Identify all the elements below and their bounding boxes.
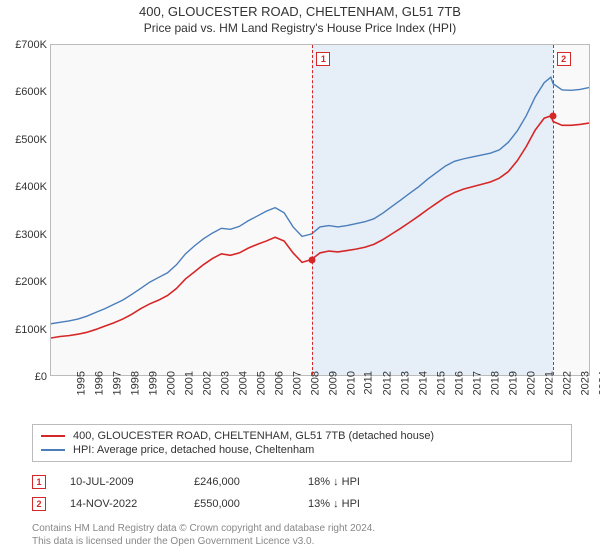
x-tick-label: 2005 <box>255 371 267 395</box>
event-vline <box>553 45 554 375</box>
x-tick-label: 2011 <box>363 371 375 395</box>
x-tick-label: 2000 <box>165 371 177 395</box>
x-tick-label: 2017 <box>471 371 483 395</box>
subtitle: Price paid vs. HM Land Registry's House … <box>0 19 600 35</box>
y-tick-label: £300K <box>3 229 47 241</box>
event-delta: 18% ↓ HPI <box>308 476 408 488</box>
legend-label: HPI: Average price, detached house, Chel… <box>73 444 314 456</box>
x-tick-label: 2015 <box>435 371 447 395</box>
y-tick-label: £600K <box>3 86 47 98</box>
legend-swatch <box>41 435 65 437</box>
x-tick-label: 2003 <box>219 371 231 395</box>
x-tick-label: 2008 <box>309 371 321 395</box>
chart-area: £0£100K£200K£300K£400K£500K£600K£700K199… <box>50 44 590 376</box>
x-tick-label: 2023 <box>579 371 591 395</box>
y-tick-label: £100K <box>3 324 47 336</box>
x-tick-label: 2004 <box>237 371 249 395</box>
event-price: £550,000 <box>194 498 284 510</box>
x-tick-label: 2022 <box>561 371 573 395</box>
event-delta: 13% ↓ HPI <box>308 498 408 510</box>
x-tick-label: 2021 <box>543 371 555 395</box>
chart-svg <box>51 45 589 376</box>
x-tick-label: 2007 <box>291 371 303 395</box>
x-tick-label: 2006 <box>273 371 285 395</box>
event-marker-box: 1 <box>316 52 330 66</box>
series-line <box>51 77 589 324</box>
y-tick-label: £400K <box>3 181 47 193</box>
event-marker: 2 <box>32 497 46 511</box>
x-tick-label: 2009 <box>327 371 339 395</box>
header: 400, GLOUCESTER ROAD, CHELTENHAM, GL51 7… <box>0 0 600 35</box>
x-tick-label: 1995 <box>75 371 87 395</box>
x-tick-label: 2012 <box>381 371 393 395</box>
figure: 400, GLOUCESTER ROAD, CHELTENHAM, GL51 7… <box>0 0 600 560</box>
x-tick-label: 2018 <box>489 371 501 395</box>
legend: 400, GLOUCESTER ROAD, CHELTENHAM, GL51 7… <box>32 424 572 462</box>
y-tick-label: £200K <box>3 276 47 288</box>
event-vline <box>312 45 313 375</box>
x-tick-label: 2019 <box>507 371 519 395</box>
event-date: 10-JUL-2009 <box>70 476 170 488</box>
event-point <box>549 113 556 120</box>
x-tick-label: 2010 <box>345 371 357 395</box>
legend-label: 400, GLOUCESTER ROAD, CHELTENHAM, GL51 7… <box>73 430 434 442</box>
x-tick-label: 1999 <box>147 371 159 395</box>
y-tick-label: £700K <box>3 39 47 51</box>
x-tick-label: 1996 <box>93 371 105 395</box>
x-tick-label: 2014 <box>417 371 429 395</box>
event-marker: 1 <box>32 475 46 489</box>
footer-line: Contains HM Land Registry data © Crown c… <box>32 522 572 535</box>
x-tick-label: 2001 <box>183 371 195 395</box>
x-tick-label: 1997 <box>111 371 123 395</box>
events-table: 1 10-JUL-2009 £246,000 18% ↓ HPI 2 14-NOV-202… <box>32 471 572 515</box>
event-row: 1 10-JUL-2009 £246,000 18% ↓ HPI <box>32 471 572 493</box>
legend-swatch <box>41 449 65 451</box>
legend-item-property: 400, GLOUCESTER ROAD, CHELTENHAM, GL51 7… <box>41 429 563 443</box>
title: 400, GLOUCESTER ROAD, CHELTENHAM, GL51 7… <box>0 4 600 19</box>
y-tick-label: £500K <box>3 134 47 146</box>
x-tick-label: 2013 <box>399 371 411 395</box>
footer: Contains HM Land Registry data © Crown c… <box>32 522 572 548</box>
event-price: £246,000 <box>194 476 284 488</box>
x-tick-label: 2002 <box>201 371 213 395</box>
legend-item-hpi: HPI: Average price, detached house, Chel… <box>41 443 563 457</box>
x-tick-label: 2016 <box>453 371 465 395</box>
event-marker-box: 2 <box>557 52 571 66</box>
event-point <box>309 257 316 264</box>
x-tick-label: 2020 <box>525 371 537 395</box>
footer-line: This data is licensed under the Open Gov… <box>32 535 572 548</box>
event-date: 14-NOV-2022 <box>70 498 170 510</box>
x-tick-label: 1998 <box>129 371 141 395</box>
y-tick-label: £0 <box>3 371 47 383</box>
event-row: 2 14-NOV-2022 £550,000 13% ↓ HPI <box>32 493 572 515</box>
